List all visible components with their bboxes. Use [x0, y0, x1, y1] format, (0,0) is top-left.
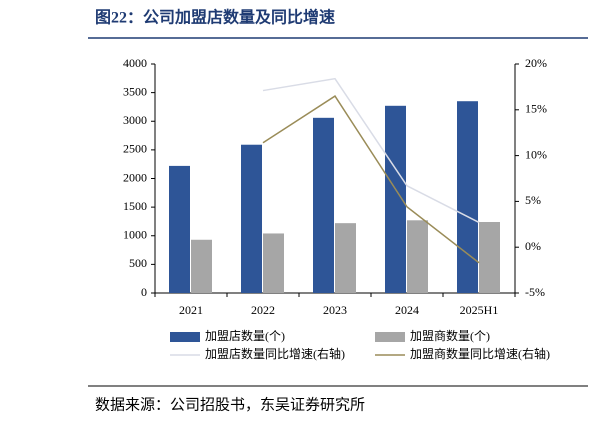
- bar: [407, 220, 428, 293]
- y2-tick-label: -5%: [525, 285, 545, 299]
- legend-swatch: [375, 332, 405, 342]
- legend-label: 加盟商数量同比增速(右轴): [410, 346, 550, 361]
- figure-title: 图22：公司加盟店数量及同比增速: [95, 8, 335, 27]
- bar: [169, 165, 190, 293]
- legend-label: 加盟商数量(个): [410, 328, 490, 343]
- y2-tick-label: 5%: [525, 193, 541, 207]
- bar: [263, 233, 284, 293]
- y-tick-label: 2000: [123, 170, 147, 184]
- bar: [241, 144, 262, 293]
- legend-swatch: [170, 332, 200, 342]
- legend-label: 加盟店数量同比增速(右轴): [205, 346, 345, 361]
- y-tick-label: 3000: [123, 113, 147, 127]
- y2-tick-label: 15%: [525, 102, 547, 116]
- x-tick-label: 2025H1: [460, 303, 499, 317]
- y-tick-label: 1000: [123, 228, 147, 242]
- bar: [479, 222, 500, 293]
- bar: [313, 117, 334, 293]
- x-tick-label: 2024: [395, 303, 419, 317]
- legend-label: 加盟店数量(个): [205, 328, 285, 343]
- x-tick-label: 2022: [251, 303, 275, 317]
- x-tick-label: 2021: [179, 303, 203, 317]
- y-tick-label: 500: [129, 256, 147, 270]
- x-tick-label: 2023: [323, 303, 347, 317]
- line: [262, 95, 480, 264]
- bar: [385, 105, 406, 293]
- bar: [457, 101, 478, 294]
- y-tick-label: 3500: [123, 84, 147, 98]
- y2-tick-label: 20%: [525, 56, 547, 70]
- bar: [191, 239, 212, 293]
- y-tick-label: 4000: [123, 56, 147, 70]
- line: [262, 77, 480, 224]
- y2-tick-label: 0%: [525, 239, 541, 253]
- y-tick-label: 0: [141, 285, 147, 299]
- y2-tick-label: 10%: [525, 147, 547, 161]
- y-tick-label: 1500: [123, 199, 147, 213]
- source-note: 数据来源：公司招股书，东吴证券研究所: [95, 396, 365, 413]
- bar: [335, 223, 356, 293]
- y-tick-label: 2500: [123, 142, 147, 156]
